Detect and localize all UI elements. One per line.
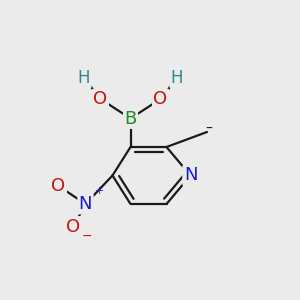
Text: O: O [153,90,168,108]
Text: B: B [124,110,136,128]
Text: O: O [66,218,81,236]
Text: H: H [171,69,183,87]
Text: N: N [79,195,92,213]
Text: H: H [78,69,90,87]
Text: −: − [82,230,92,242]
Text: +: + [94,186,104,196]
Text: O: O [93,90,108,108]
Text: –: – [205,122,212,136]
Text: N: N [184,167,197,184]
Text: O: O [51,177,66,195]
